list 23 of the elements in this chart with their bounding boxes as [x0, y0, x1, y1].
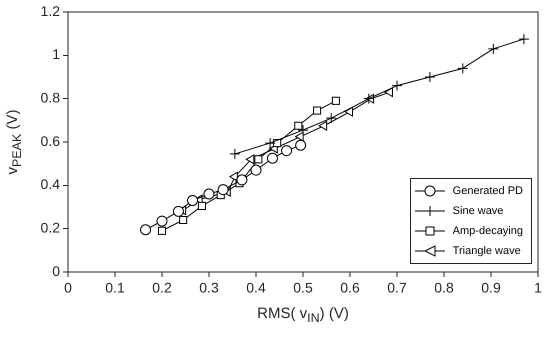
x-tick-label: 0.7: [387, 279, 407, 296]
y-tick-label: 0.4: [40, 176, 60, 192]
x-tick-label: 0.5: [293, 279, 313, 296]
y-tick-label: 0.6: [40, 132, 60, 149]
legend-label: Triangle wave: [452, 245, 521, 257]
y-tick-label: 1.2: [40, 2, 60, 19]
x-tick-label: 0.2: [152, 279, 172, 296]
x-tick-label: 0.3: [199, 279, 219, 296]
x-tick-label: 0.6: [340, 279, 360, 296]
x-tick-label: 1: [534, 279, 542, 296]
legend-label: Amp-decaying: [452, 225, 523, 237]
x-tick-label: 0.8: [434, 279, 454, 296]
x-axis-title: RMS( v$_{IN}$) (V): [256, 305, 350, 325]
y-tick-label: 1: [52, 46, 60, 62]
x-tick-label: 0.9: [481, 279, 501, 296]
y-tick-label: 0.8: [40, 90, 60, 106]
y-tick-label: 0: [52, 262, 60, 279]
y-tick-label: 0.2: [40, 220, 60, 236]
legend-label: Sine wave: [452, 205, 504, 217]
x-tick-label: 0.4: [246, 279, 266, 296]
legend-label: Generated PD: [452, 185, 523, 197]
x-tick-label: 0: [64, 279, 72, 296]
x-tick-label: 0.1: [105, 279, 125, 296]
